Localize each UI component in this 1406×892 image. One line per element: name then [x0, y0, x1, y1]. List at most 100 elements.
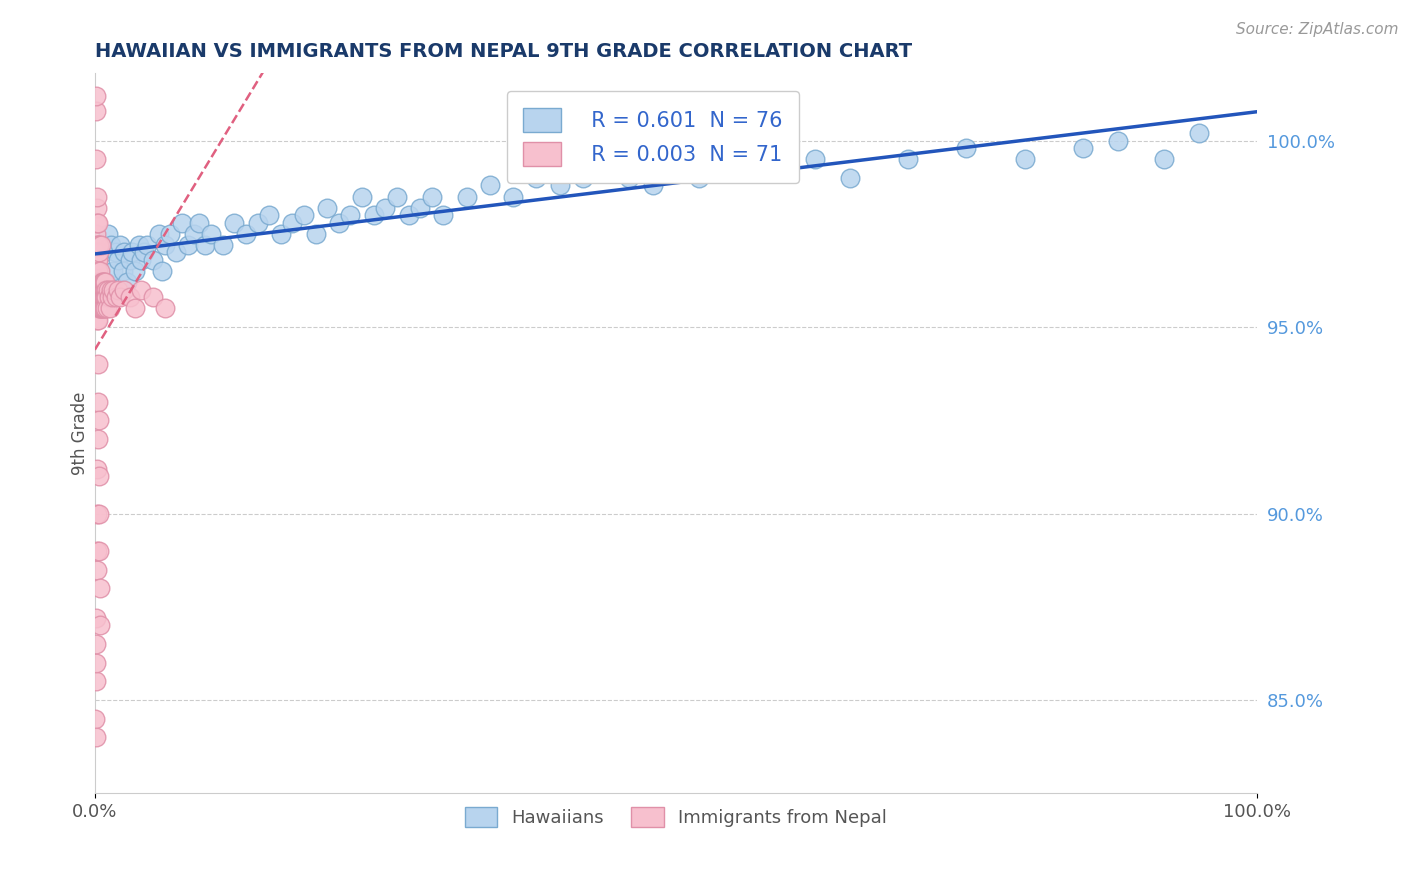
Point — [84, 637, 107, 651]
Point — [112, 245, 135, 260]
Point — [1107, 134, 1129, 148]
Point — [91, 275, 114, 289]
Point — [90, 290, 112, 304]
Point — [118, 290, 141, 304]
Point — [89, 301, 111, 316]
Point — [211, 238, 233, 252]
Point — [117, 275, 139, 289]
Point — [89, 283, 111, 297]
Point — [84, 264, 107, 278]
Point — [124, 301, 146, 316]
Point — [478, 178, 501, 193]
Point — [502, 189, 524, 203]
Point — [87, 357, 110, 371]
Point — [107, 283, 129, 297]
Point — [86, 201, 108, 215]
Point — [723, 152, 745, 166]
Legend: Hawaiians, Immigrants from Nepal: Hawaiians, Immigrants from Nepal — [457, 799, 894, 835]
Point — [86, 252, 108, 267]
Point — [572, 170, 595, 185]
Point — [110, 290, 132, 304]
Point — [165, 245, 187, 260]
Point — [129, 283, 152, 297]
Point — [84, 152, 107, 166]
Point — [456, 189, 478, 203]
Point — [87, 245, 110, 260]
Text: HAWAIIAN VS IMMIGRANTS FROM NEPAL 9TH GRADE CORRELATION CHART: HAWAIIAN VS IMMIGRANTS FROM NEPAL 9TH GR… — [94, 42, 912, 61]
Point — [100, 283, 122, 297]
Point — [86, 562, 108, 576]
Y-axis label: 9th Grade: 9th Grade — [72, 392, 89, 475]
Point — [84, 712, 107, 726]
Point — [89, 544, 111, 558]
Point — [90, 301, 112, 316]
Point — [281, 216, 304, 230]
Point — [103, 283, 125, 297]
Point — [87, 312, 110, 326]
Point — [93, 283, 115, 297]
Point — [129, 252, 152, 267]
Point — [665, 163, 688, 178]
Point — [153, 301, 176, 316]
Point — [89, 264, 111, 278]
Point — [89, 581, 111, 595]
Point — [619, 170, 641, 185]
Point — [98, 301, 121, 316]
Point — [97, 283, 120, 297]
Point — [235, 227, 257, 241]
Point — [84, 290, 107, 304]
Point — [103, 264, 125, 278]
Point — [96, 290, 118, 304]
Point — [1188, 126, 1211, 140]
Point — [385, 189, 408, 203]
Point — [87, 275, 110, 289]
Point — [292, 208, 315, 222]
Point — [90, 275, 112, 289]
Point — [688, 170, 710, 185]
Point — [316, 201, 339, 215]
Point — [84, 227, 107, 241]
Point — [153, 238, 176, 252]
Point — [90, 283, 112, 297]
Point — [86, 238, 108, 252]
Point — [93, 283, 115, 297]
Point — [89, 238, 111, 252]
Point — [1071, 141, 1094, 155]
Point — [118, 252, 141, 267]
Point — [87, 290, 110, 304]
Point — [111, 264, 134, 278]
Point — [97, 290, 120, 304]
Point — [93, 275, 115, 289]
Point — [200, 227, 222, 241]
Point — [87, 264, 110, 278]
Point — [363, 208, 385, 222]
Point — [955, 141, 977, 155]
Point — [89, 290, 111, 304]
Point — [87, 394, 110, 409]
Point — [86, 216, 108, 230]
Point — [86, 264, 108, 278]
Point — [91, 301, 114, 316]
Point — [432, 208, 454, 222]
Point — [188, 216, 211, 230]
Point — [86, 283, 108, 297]
Point — [804, 152, 827, 166]
Point — [97, 227, 120, 241]
Point — [374, 201, 396, 215]
Point — [352, 189, 374, 203]
Point — [91, 301, 114, 316]
Point — [87, 252, 110, 267]
Point — [839, 170, 862, 185]
Point — [398, 208, 420, 222]
Point — [107, 252, 129, 267]
Point — [84, 731, 107, 745]
Point — [194, 238, 217, 252]
Point — [87, 216, 110, 230]
Point — [128, 238, 150, 252]
Point — [897, 152, 920, 166]
Point — [101, 290, 124, 304]
Point — [246, 216, 269, 230]
Point — [94, 301, 117, 316]
Point — [257, 208, 280, 222]
Point — [1014, 152, 1036, 166]
